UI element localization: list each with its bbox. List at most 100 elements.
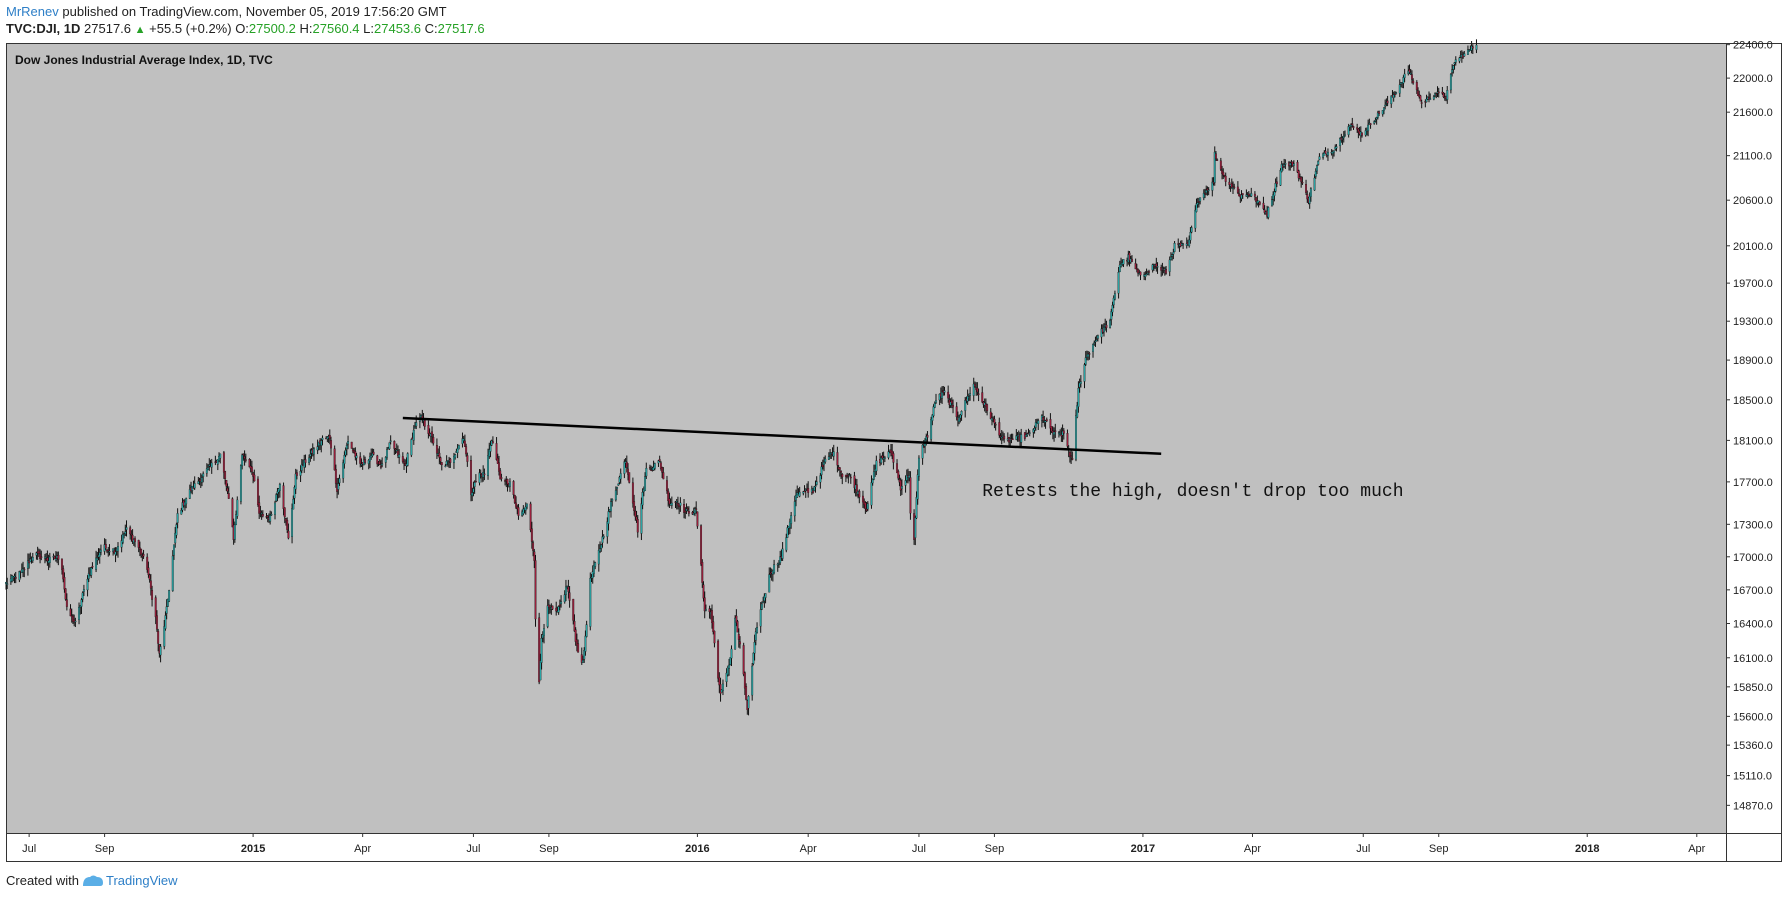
- candle-body: [1419, 95, 1422, 102]
- candle-body: [1458, 57, 1461, 62]
- candle-body: [395, 449, 398, 452]
- candle-body: [173, 544, 175, 556]
- candle-body: [193, 483, 196, 489]
- candle-body: [201, 477, 203, 483]
- candle-body: [379, 466, 382, 468]
- candle-body: [142, 554, 145, 557]
- candle-body: [729, 657, 732, 665]
- candle-body: [1195, 203, 1198, 212]
- candle-body: [403, 461, 405, 464]
- plot-area[interactable]: [6, 43, 1726, 833]
- candle-body: [557, 606, 560, 613]
- candle-body: [631, 482, 634, 504]
- candle-body: [762, 601, 765, 604]
- candle-body: [1057, 432, 1060, 434]
- candle-body: [931, 414, 934, 421]
- annotation-text[interactable]: Retests the high, doesn't drop too much: [982, 482, 1403, 502]
- candle-body: [96, 558, 99, 561]
- candle-body: [6, 583, 9, 585]
- candle-body: [1025, 434, 1028, 437]
- candle-body: [1054, 430, 1057, 432]
- candle-body: [205, 468, 208, 474]
- candle-body: [517, 507, 520, 516]
- candle-body: [343, 455, 346, 464]
- candles: [5, 39, 1478, 716]
- candle-body: [883, 457, 886, 459]
- candle-body: [607, 511, 610, 524]
- candle-body: [1308, 196, 1311, 204]
- candle-body: [250, 466, 253, 472]
- candle-body: [226, 488, 229, 492]
- y-tick-label: 17700.0: [1733, 477, 1773, 489]
- y-tick-label: 19300.0: [1733, 316, 1773, 328]
- candle-body: [986, 404, 989, 412]
- candle-body: [1305, 184, 1307, 193]
- candle-body: [462, 438, 465, 441]
- candle-body: [257, 478, 259, 506]
- candle-body: [1172, 251, 1175, 255]
- candle-body: [1449, 73, 1452, 91]
- candle-body: [747, 696, 750, 709]
- candle-body: [165, 606, 168, 614]
- candle-body: [188, 489, 191, 499]
- candle-body: [1374, 120, 1377, 122]
- candle-body: [328, 435, 331, 439]
- candle-body: [696, 511, 699, 527]
- candle-body: [686, 508, 689, 510]
- candle-body: [427, 425, 430, 434]
- chart-title: Dow Jones Industrial Average Index, 1D, …: [15, 53, 273, 67]
- candle-body: [1367, 124, 1370, 132]
- candle-body: [506, 478, 509, 485]
- candle-body: [384, 457, 387, 463]
- candle-body: [37, 550, 40, 554]
- low-value: 27453.6: [374, 21, 422, 36]
- candle-body: [78, 606, 80, 620]
- candle-body: [207, 467, 210, 471]
- y-tick-label: 14870.0: [1733, 800, 1773, 812]
- tradingview-link[interactable]: TradingView: [105, 873, 178, 888]
- candle-body: [80, 599, 83, 607]
- candle-body: [745, 686, 748, 700]
- x-tick-label: Sep: [95, 843, 115, 855]
- y-tick-label: 15110.0: [1733, 771, 1772, 783]
- candle-body: [61, 558, 63, 570]
- symbol-label: TVC:DJI, 1D: [6, 21, 81, 36]
- candle-body: [406, 453, 409, 466]
- candle-body: [91, 565, 94, 568]
- candle-body: [180, 510, 183, 515]
- candle-body: [807, 488, 810, 493]
- candle-body: [918, 457, 920, 477]
- candle-body: [645, 468, 648, 477]
- candle-body: [1275, 181, 1278, 185]
- candle-body: [773, 564, 776, 573]
- candle-body: [495, 443, 498, 460]
- candle-body: [1327, 151, 1329, 156]
- candle-body: [48, 556, 51, 563]
- candle-body: [668, 498, 671, 505]
- candle-body: [585, 624, 588, 637]
- candle-body: [445, 461, 448, 465]
- candle-body: [759, 609, 762, 627]
- candle-body: [743, 672, 746, 689]
- candle-body: [802, 491, 805, 494]
- candle-body: [790, 515, 793, 524]
- candle-body: [1189, 231, 1192, 241]
- candle-body: [573, 621, 576, 632]
- candle-body: [692, 513, 695, 515]
- candle-body: [337, 483, 340, 490]
- candle-body: [560, 601, 563, 605]
- candle-body: [1156, 266, 1159, 268]
- candle-body: [700, 525, 703, 565]
- candle-body: [547, 604, 550, 608]
- author-link[interactable]: MrRenev: [6, 4, 59, 19]
- trendline[interactable]: [402, 416, 1162, 456]
- candle-body: [1053, 431, 1056, 436]
- candle-body: [74, 620, 77, 623]
- candle-body: [644, 476, 647, 491]
- candle-body: [539, 660, 542, 681]
- candle-body: [233, 524, 236, 540]
- x-tick-label: Apr: [800, 843, 817, 855]
- candle-body: [976, 387, 979, 393]
- candle-body: [134, 538, 136, 542]
